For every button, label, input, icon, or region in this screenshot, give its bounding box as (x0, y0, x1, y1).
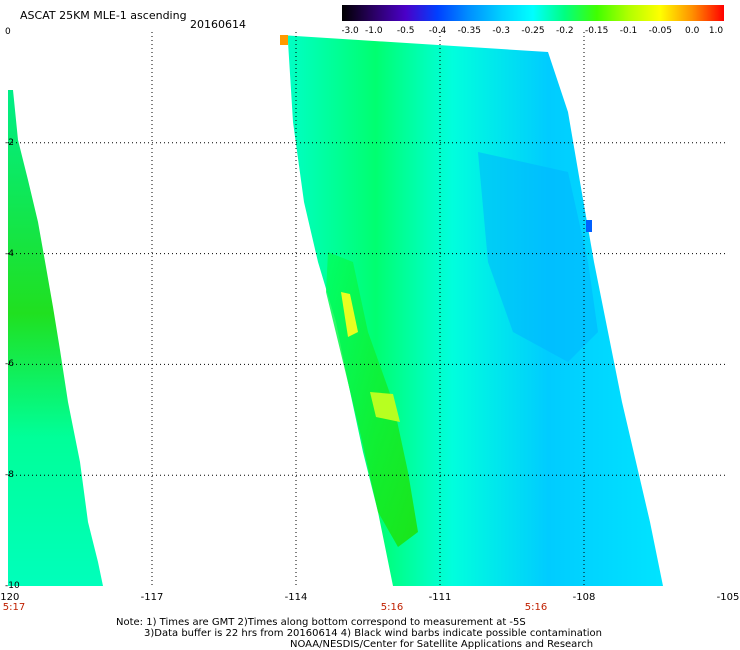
colorbar-label: -0.15 (585, 26, 608, 35)
longitude-tick-label: -108 (572, 592, 596, 603)
colorbar-label: -0.05 (649, 26, 672, 35)
colorbar-graphic: -3.0 -1.0 -0.5 -0.4 -0.35 -0.3 -0.25 -0.2 -0.15 -… (341, 5, 724, 36)
yellow-patch-lower (370, 392, 400, 422)
colorbar-label: -0.5 (397, 26, 415, 35)
data-swaths (8, 35, 663, 586)
map-date: 20160614 (190, 18, 246, 31)
colorbar-label: 1.0 (709, 26, 724, 35)
map-title: ASCAT 25KM MLE-1 ascending (20, 9, 187, 22)
colorbar-gradient (342, 5, 724, 21)
latitude-tick-label: 0 (5, 27, 11, 37)
longitude-tick-label: -117 (140, 592, 164, 603)
orange-pixel (280, 35, 288, 45)
graticule (8, 32, 728, 586)
colorbar-label: -0.4 (429, 26, 447, 35)
longitude-tick-label: -105 (716, 592, 740, 603)
latitude-tick-label: -6 (5, 359, 14, 370)
colorbar-label: -1.0 (365, 26, 383, 35)
footer-credit: NOAA/NESDIS/Center for Satellite Applica… (290, 639, 594, 650)
footer-note-2: 3)Data buffer is 22 hrs from 20160614 4)… (144, 628, 602, 639)
map-canvas (8, 32, 728, 586)
longitude-tick-label: -114 (284, 592, 308, 603)
latitude-tick-label: -4 (5, 248, 14, 259)
blue-pixel (586, 220, 592, 232)
colorbar-label: -0.25 (521, 26, 544, 35)
colorbar-label: -0.35 (458, 26, 481, 35)
blue-patch (478, 152, 598, 362)
colorbar: -3.0 -1.0 -0.5 -0.4 -0.35 -0.3 -0.25 -0.2 -0.15 -… (341, 5, 724, 36)
colorbar-label: -0.1 (620, 26, 638, 35)
colorbar-label: -0.2 (556, 26, 574, 35)
time-label: 5:17 (2, 602, 26, 613)
longitude-tick-label: -111 (428, 592, 452, 603)
left-swath (8, 90, 103, 586)
colorbar-label: 0.0 (685, 26, 700, 35)
colorbar-label: -3.0 (342, 26, 359, 35)
time-label: 5:16 (524, 602, 548, 613)
time-label: 5:16 (380, 602, 404, 613)
latitude-tick-label: -10 (5, 581, 20, 591)
yellow-patch (341, 292, 358, 337)
longitude-tick-label: -120 (0, 592, 20, 603)
map-plot-area (8, 32, 728, 586)
colorbar-label: -0.3 (492, 26, 510, 35)
latitude-tick-label: -2 (5, 137, 14, 148)
footer-note-1: Note: 1) Times are GMT 2)Times along bot… (116, 617, 526, 628)
latitude-tick-label: -8 (5, 470, 14, 481)
